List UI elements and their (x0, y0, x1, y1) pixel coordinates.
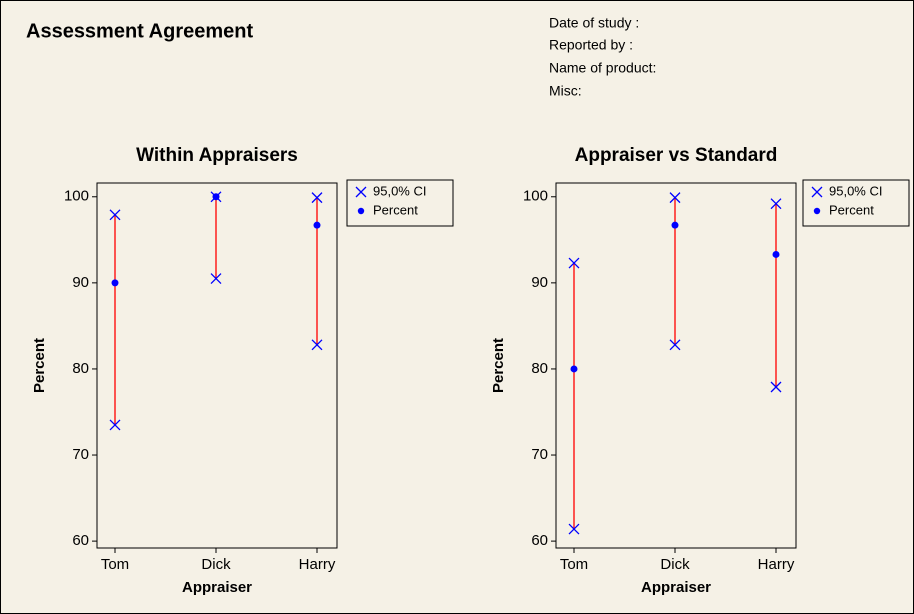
percent-dot (111, 279, 119, 287)
ci-upper (568, 257, 580, 269)
x-axis-label: Appraiser (641, 579, 711, 596)
ci-lower (109, 419, 121, 431)
chart-title: Within Appraisers (136, 145, 298, 166)
x-tick-label: Dick (660, 556, 690, 573)
x-tick-label: Tom (560, 556, 588, 573)
y-tick-label: 80 (531, 360, 548, 377)
y-axis-label: Percent (31, 338, 48, 393)
ci-upper (669, 192, 681, 204)
y-tick-label: 100 (64, 188, 89, 205)
plot-frame (555, 182, 797, 549)
info-line: Reported by : (549, 37, 633, 53)
ci-upper (770, 198, 782, 210)
x-tick-label: Dick (201, 556, 231, 573)
y-tick-label: 60 (72, 532, 89, 549)
y-tick-label: 60 (531, 532, 548, 549)
page-title: Assessment Agreement (26, 20, 253, 42)
legend-label: 95,0% CI (373, 183, 426, 198)
legend-label: Percent (829, 202, 874, 217)
percent-dot (212, 193, 220, 201)
x-tick-label: Harry (299, 556, 336, 573)
percent-dot (570, 365, 578, 373)
y-axis-label: Percent (490, 338, 507, 393)
legend-symbol (357, 207, 365, 215)
ci-upper (109, 209, 121, 221)
percent-dot (772, 250, 780, 258)
ci-lower (568, 523, 580, 535)
percent-dot (313, 221, 321, 229)
ci-lower (669, 339, 681, 351)
legend-symbol (813, 207, 821, 215)
y-tick-label: 90 (531, 274, 548, 291)
x-axis-label: Appraiser (182, 579, 252, 596)
y-tick-label: 100 (523, 188, 548, 205)
y-tick-label: 70 (531, 446, 548, 463)
x-tick-label: Harry (758, 556, 795, 573)
chart-title: Appraiser vs Standard (575, 145, 778, 166)
legend-label: Percent (373, 202, 418, 217)
legend-label: 95,0% CI (829, 183, 882, 198)
y-tick-label: 70 (72, 446, 89, 463)
info-line: Misc: (549, 83, 582, 99)
info-line: Date of study : (549, 15, 639, 31)
legend-symbol (355, 186, 367, 198)
y-tick-label: 90 (72, 274, 89, 291)
legend-symbol (811, 186, 823, 198)
legend-box (802, 179, 910, 227)
plot-frame (96, 182, 338, 549)
y-tick-label: 80 (72, 360, 89, 377)
ci-lower (770, 381, 782, 393)
ci-lower (210, 273, 222, 285)
percent-dot (671, 221, 679, 229)
legend-box (346, 179, 454, 227)
ci-upper (311, 192, 323, 204)
x-tick-label: Tom (101, 556, 129, 573)
info-line: Name of product: (549, 60, 656, 76)
ci-lower (311, 339, 323, 351)
